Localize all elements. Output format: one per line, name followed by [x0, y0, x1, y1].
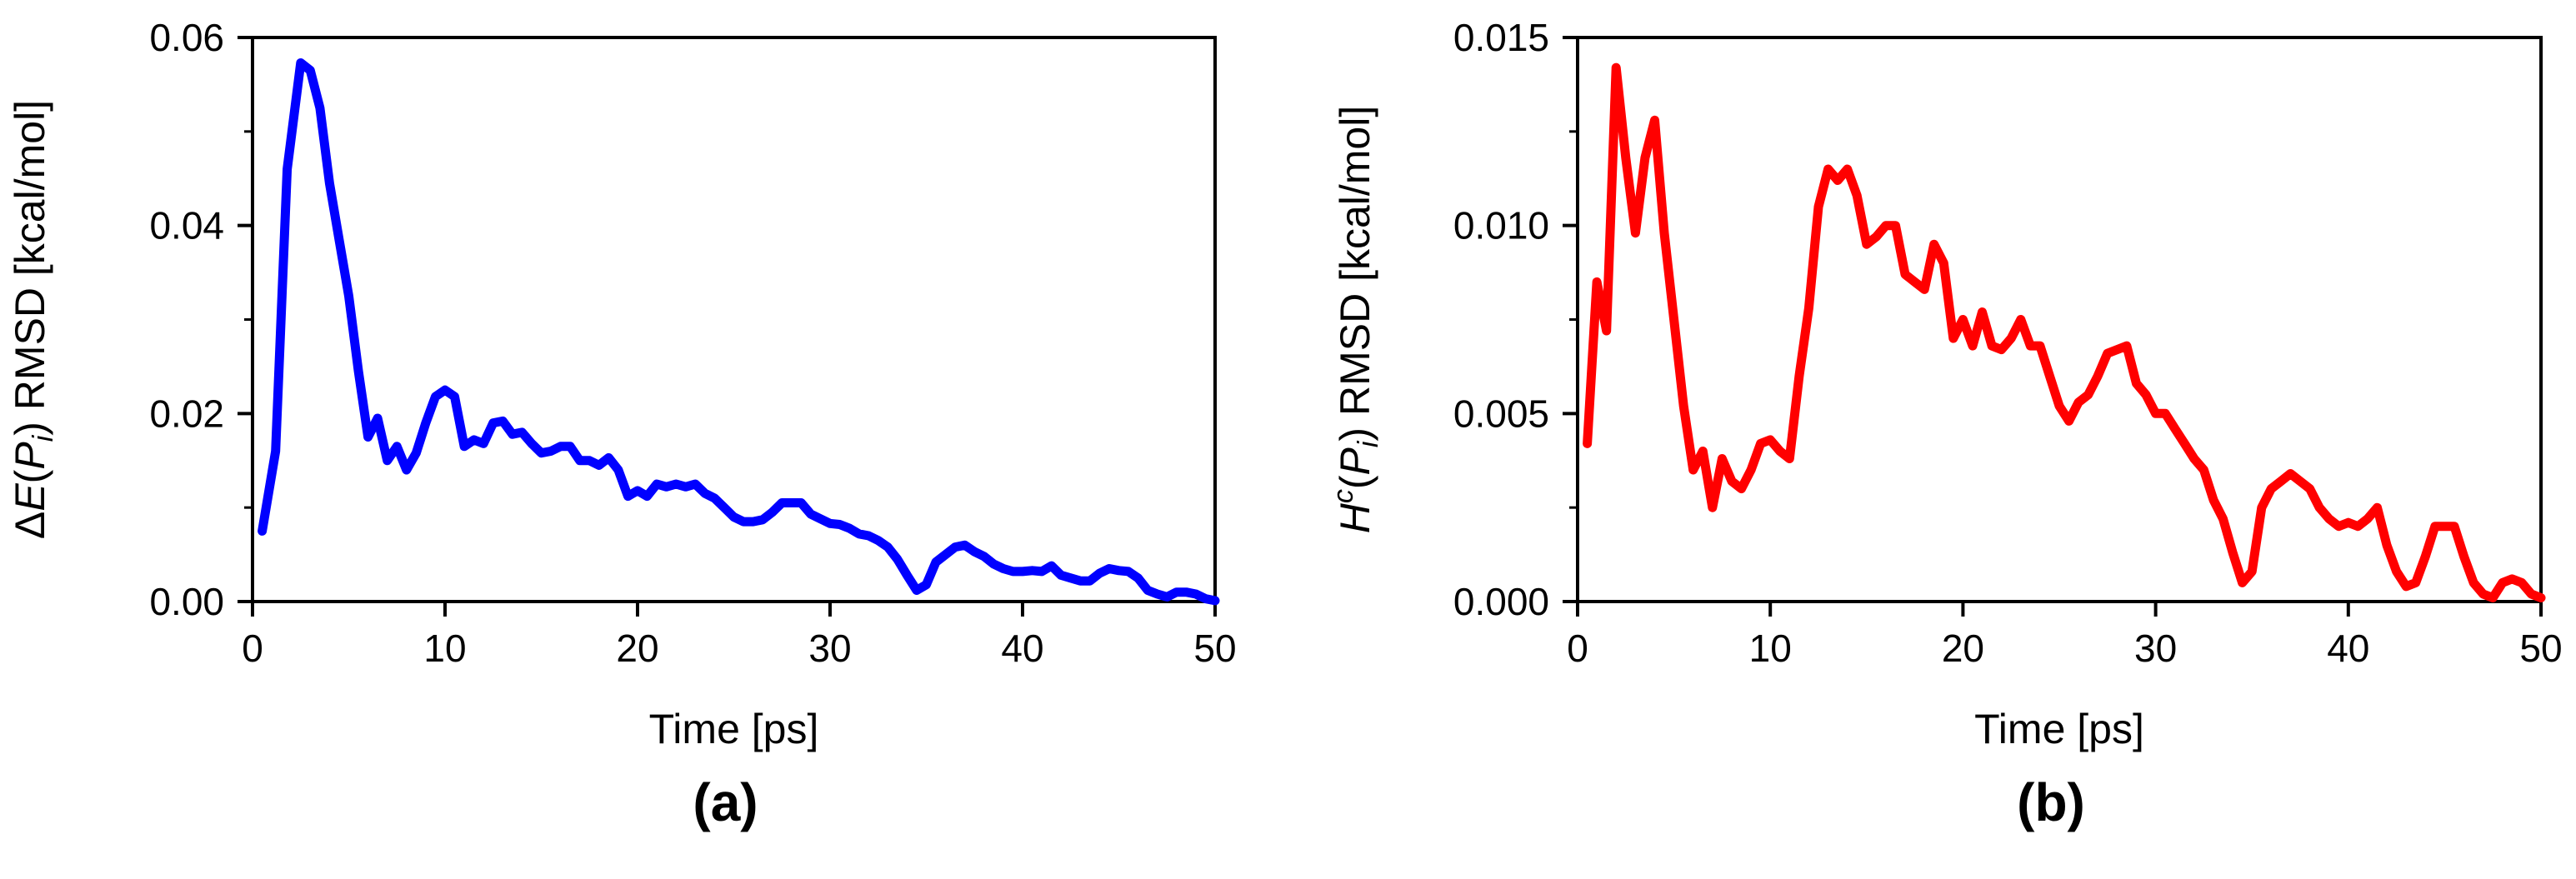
chart-panel-a: 0 10 20 30 40 50 0.00 0.02 0.04 0.06 Time [ps] ΔE(P…: [7, 16, 1237, 832]
plot-frame: [1576, 36, 2543, 603]
series-line-0: [1583, 62, 2546, 602]
y-tick-label: 0.04: [149, 204, 224, 247]
panel-label: (a): [693, 772, 758, 832]
y-tick-label: 0.02: [149, 392, 224, 435]
x-tick-label: 30: [2134, 627, 2177, 670]
chart-panel-b: 0 10 20 30 40 50 0.000 0.005 0.010 0.015 Time [ps]…: [1328, 16, 2563, 832]
x-tick-label: 50: [1193, 627, 1236, 670]
x-tick-label: 10: [423, 627, 466, 670]
x-tick-label: 20: [616, 627, 658, 670]
y-tick-label: 0.00: [149, 580, 224, 623]
panel-label: (b): [2017, 772, 2085, 832]
x-tick-label: 0: [1567, 627, 1588, 670]
y-tick-label: 0.000: [1453, 580, 1549, 623]
x-tick-label: 10: [1749, 627, 1792, 670]
y-axis-label: Hc(Pi) RMSD [kcal/mol]: [1328, 106, 1384, 534]
y-tick-label: 0.015: [1453, 16, 1549, 59]
x-tick-label: 30: [808, 627, 851, 670]
x-tick-label: 20: [1942, 627, 1984, 670]
x-tick-label: 40: [1001, 627, 1043, 670]
y-tick-label: 0.010: [1453, 204, 1549, 247]
y-tick-label: 0.06: [149, 16, 224, 59]
x-axis-label: Time [ps]: [1974, 706, 2144, 752]
x-tick-label: 0: [242, 627, 263, 670]
series-line-0: [258, 58, 1220, 606]
x-tick-label: 50: [2519, 627, 2562, 670]
y-axis-label: ΔE(Pi) RMSD [kcal/mol]: [7, 100, 59, 539]
y-tick-label: 0.005: [1453, 392, 1549, 435]
x-axis-label: Time [ps]: [649, 706, 819, 752]
x-tick-label: 40: [2327, 627, 2369, 670]
